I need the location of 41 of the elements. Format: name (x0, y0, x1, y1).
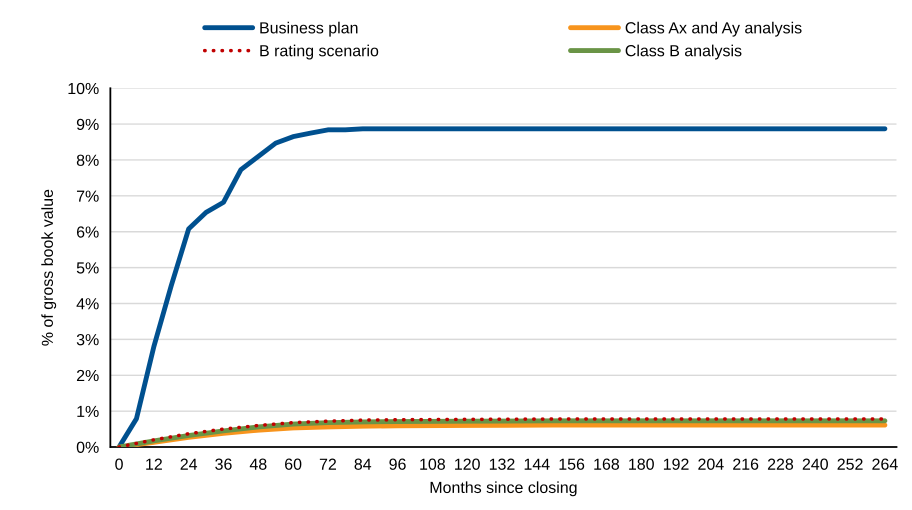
legend-label: Class Ax and Ay analysis (626, 22, 802, 37)
y-tick-label: 10% (68, 82, 99, 94)
x-tick-label: 0 (115, 458, 123, 470)
y-axis-title: % of gross book value (41, 190, 56, 346)
y-tick-label: 2% (76, 370, 99, 382)
y-tick-label: 1% (77, 406, 99, 418)
y-tick-label: 6% (76, 226, 99, 238)
x-tick-label: 264 (872, 458, 898, 470)
x-tick-label: 252 (838, 458, 863, 470)
x-tick-label: 144 (524, 458, 550, 470)
x-tick-label: 228 (768, 458, 794, 470)
x-tick-label: 192 (664, 458, 689, 470)
line-series (116, 126, 888, 448)
x-tick-label: 84 (354, 458, 372, 470)
y-tick-label: 3% (76, 334, 99, 346)
x-axis-title: Months since closing (430, 481, 577, 496)
y-tick-label: 7% (76, 190, 99, 202)
y-tick-label: 0% (76, 442, 99, 453)
legend-label: B rating scenario (260, 44, 378, 60)
x-tick-label: 60 (285, 458, 302, 470)
legend-label: Class B analysis (626, 44, 742, 60)
x-tick-label: 216 (733, 458, 758, 470)
x-tick-label: 96 (389, 458, 406, 470)
x-tick-label: 168 (594, 458, 620, 470)
x-tick-label: 72 (320, 458, 336, 470)
y-tick-label: 5% (76, 262, 99, 274)
y-tick-label: 4% (76, 298, 99, 310)
x-tick-label: 12 (146, 458, 162, 470)
x-tick-label: 132 (490, 458, 514, 470)
x-tick-label: 156 (559, 458, 584, 470)
legend-label: Business plan (260, 22, 358, 37)
x-tick-label: 24 (180, 458, 198, 470)
y-tick-label: 8% (76, 154, 99, 166)
x-tick-label: 36 (215, 458, 232, 470)
x-tick-label: 120 (455, 458, 480, 470)
x-tick-label: 48 (250, 458, 266, 470)
x-tick-label: 180 (629, 458, 654, 470)
x-tick-label: 240 (802, 458, 828, 470)
x-tick-label: 108 (420, 458, 445, 470)
y-tick-label: 9% (76, 118, 99, 130)
x-tick-label: 204 (698, 458, 724, 470)
